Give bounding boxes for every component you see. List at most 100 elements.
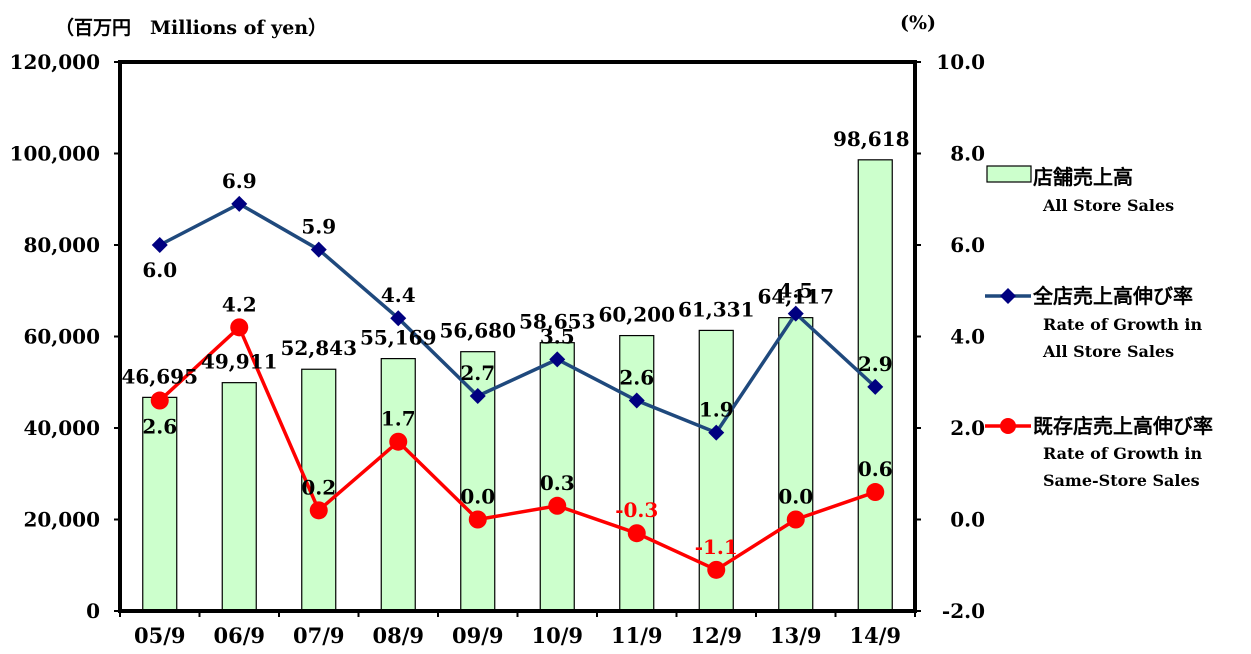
marker-same-store-growth bbox=[309, 501, 328, 520]
same-store-growth-label: -1.1 bbox=[695, 535, 738, 559]
legend: 店舗売上高 All Store Sales 全店売上高伸び率 Rate of Grow… bbox=[985, 165, 1213, 490]
bar-value-label: 64,117 bbox=[757, 285, 834, 309]
right-axis-tick-label: 10.0 bbox=[936, 50, 985, 74]
all-store-growth-label: 4.5 bbox=[778, 279, 813, 303]
bar-all-store-sales bbox=[539, 342, 575, 612]
same-store-growth-label: 1.7 bbox=[381, 407, 416, 431]
line-series bbox=[150, 195, 885, 579]
left-axis-tick-label: 120,000 bbox=[10, 50, 100, 74]
legend-same-growth-en-2: Same-Store Sales bbox=[1043, 471, 1200, 490]
x-axis-tick-label: 06/9 bbox=[213, 623, 265, 648]
marker-all-store-growth bbox=[787, 305, 804, 322]
same-store-growth-label: 0.2 bbox=[301, 475, 336, 499]
marker-same-store-growth bbox=[389, 432, 408, 451]
all-store-growth-label: 4.4 bbox=[381, 283, 416, 307]
marker-same-store-growth bbox=[468, 510, 487, 529]
marker-all-store-growth bbox=[469, 387, 486, 404]
marker-all-store-growth bbox=[549, 351, 566, 368]
left-axis-tick-label: 40,000 bbox=[23, 416, 100, 440]
all-store-growth-label: 6.0 bbox=[142, 258, 177, 282]
marker-same-store-growth bbox=[230, 318, 249, 337]
marker-same-store-growth bbox=[548, 496, 567, 515]
x-axis-tick-label: 08/9 bbox=[372, 623, 424, 648]
legend-same-growth-jp: 既存店売上高伸び率 bbox=[1033, 414, 1213, 438]
legend-all-growth-en-2: All Store Sales bbox=[1042, 342, 1174, 361]
bar-value-label: 98,618 bbox=[833, 127, 910, 151]
x-axis-tick-label: 13/9 bbox=[770, 623, 822, 648]
bar-value-label: 60,200 bbox=[598, 303, 675, 327]
bar-value-label: 56,680 bbox=[439, 319, 516, 343]
all-store-growth-label: 1.9 bbox=[699, 398, 734, 422]
x-axis-tick-label: 05/9 bbox=[134, 623, 186, 648]
marker-all-store-growth bbox=[151, 237, 168, 253]
line-same-store-growth bbox=[158, 324, 876, 572]
same-store-growth-label: 0.6 bbox=[858, 457, 893, 481]
marker-all-store-growth bbox=[390, 310, 407, 327]
marker-all-store-growth bbox=[231, 195, 248, 212]
marker-same-store-growth bbox=[707, 560, 726, 579]
left-axis-tick-label: 100,000 bbox=[10, 142, 100, 166]
x-axis-tick-label: 12/9 bbox=[690, 623, 742, 648]
same-store-growth-label: 0.3 bbox=[540, 471, 575, 495]
left-axis-tick-label: 80,000 bbox=[23, 233, 100, 257]
same-store-growth-label: 2.6 bbox=[142, 415, 177, 439]
legend-all-store-sales-en: All Store Sales bbox=[1042, 196, 1174, 215]
bar-all-store-sales bbox=[142, 396, 178, 612]
right-axis-tick-label: 4.0 bbox=[950, 325, 985, 349]
bar-all-store-sales bbox=[380, 358, 416, 612]
left-axis-tick-label: 20,000 bbox=[23, 508, 100, 532]
axes: 0 20,000 40,000 60,000 80,000 100,000 120,000 -… bbox=[10, 12, 985, 648]
same-store-growth-label: 4.2 bbox=[222, 292, 257, 316]
marker-all-store-growth bbox=[708, 424, 725, 441]
left-axis-tick-label: 60,000 bbox=[23, 325, 100, 349]
bar-all-store-sales bbox=[778, 317, 814, 612]
all-store-growth-label: 2.9 bbox=[858, 352, 893, 376]
same-store-growth-label: 0.0 bbox=[778, 485, 813, 509]
left-axis-tick-label: 0 bbox=[86, 599, 100, 623]
right-axis-tick-label: 6.0 bbox=[950, 233, 985, 257]
bar-series bbox=[142, 159, 893, 612]
bar-all-store-sales bbox=[301, 368, 337, 612]
marker-all-store-growth bbox=[310, 241, 327, 258]
same-store-growth-label: -0.3 bbox=[615, 498, 658, 522]
x-axis-tick-label: 11/9 bbox=[611, 623, 663, 648]
all-store-growth-label: 5.9 bbox=[301, 215, 336, 239]
right-axis-tick-label: -2.0 bbox=[942, 599, 985, 623]
bar-value-label: 52,843 bbox=[280, 336, 357, 360]
marker-same-store-growth bbox=[150, 391, 169, 410]
same-store-growth-label: 0.0 bbox=[460, 485, 495, 509]
all-store-growth-label: 2.7 bbox=[460, 361, 495, 385]
bar-value-label: 55,169 bbox=[360, 326, 437, 350]
marker-same-store-growth bbox=[866, 483, 885, 502]
right-axis-unit-label: (%) bbox=[900, 12, 936, 34]
marker-same-store-growth bbox=[627, 524, 646, 543]
all-store-growth-label: 6.9 bbox=[222, 169, 257, 193]
line-all-store-growth bbox=[158, 201, 877, 435]
all-store-growth-label: 3.5 bbox=[540, 324, 575, 348]
x-axis-tick-label: 07/9 bbox=[293, 623, 345, 648]
left-axis-unit-label: （百万円 Millions of yen） bbox=[55, 16, 327, 39]
x-axis-tick-label: 09/9 bbox=[452, 623, 504, 648]
legend-all-growth-marker bbox=[1000, 288, 1016, 304]
x-axis-tick-label: 10/9 bbox=[531, 623, 583, 648]
legend-all-store-sales-jp: 店舗売上高 bbox=[1033, 165, 1133, 189]
marker-all-store-growth bbox=[867, 378, 884, 395]
right-axis-tick-label: 8.0 bbox=[950, 142, 985, 166]
bar-all-store-sales bbox=[221, 382, 257, 612]
right-axis-tick-label: 2.0 bbox=[950, 416, 985, 440]
all-store-growth-label: 2.6 bbox=[619, 366, 654, 390]
right-axis-tick-label: 0.0 bbox=[950, 508, 985, 532]
marker-same-store-growth bbox=[786, 510, 805, 529]
legend-bar-swatch bbox=[986, 165, 1032, 183]
x-axis-tick-label: 14/9 bbox=[849, 623, 901, 648]
legend-all-growth-en-1: Rate of Growth in bbox=[1043, 315, 1203, 334]
bar-value-label: 49,911 bbox=[201, 350, 278, 374]
legend-same-growth-en-1: Rate of Growth in bbox=[1043, 444, 1203, 463]
bar-value-label: 58,653 bbox=[519, 310, 596, 334]
bar-value-label: 46,695 bbox=[121, 364, 198, 388]
legend-all-growth-jp: 全店売上高伸び率 bbox=[1032, 284, 1193, 308]
marker-all-store-growth bbox=[628, 392, 645, 409]
legend-same-growth-marker bbox=[1000, 418, 1016, 434]
